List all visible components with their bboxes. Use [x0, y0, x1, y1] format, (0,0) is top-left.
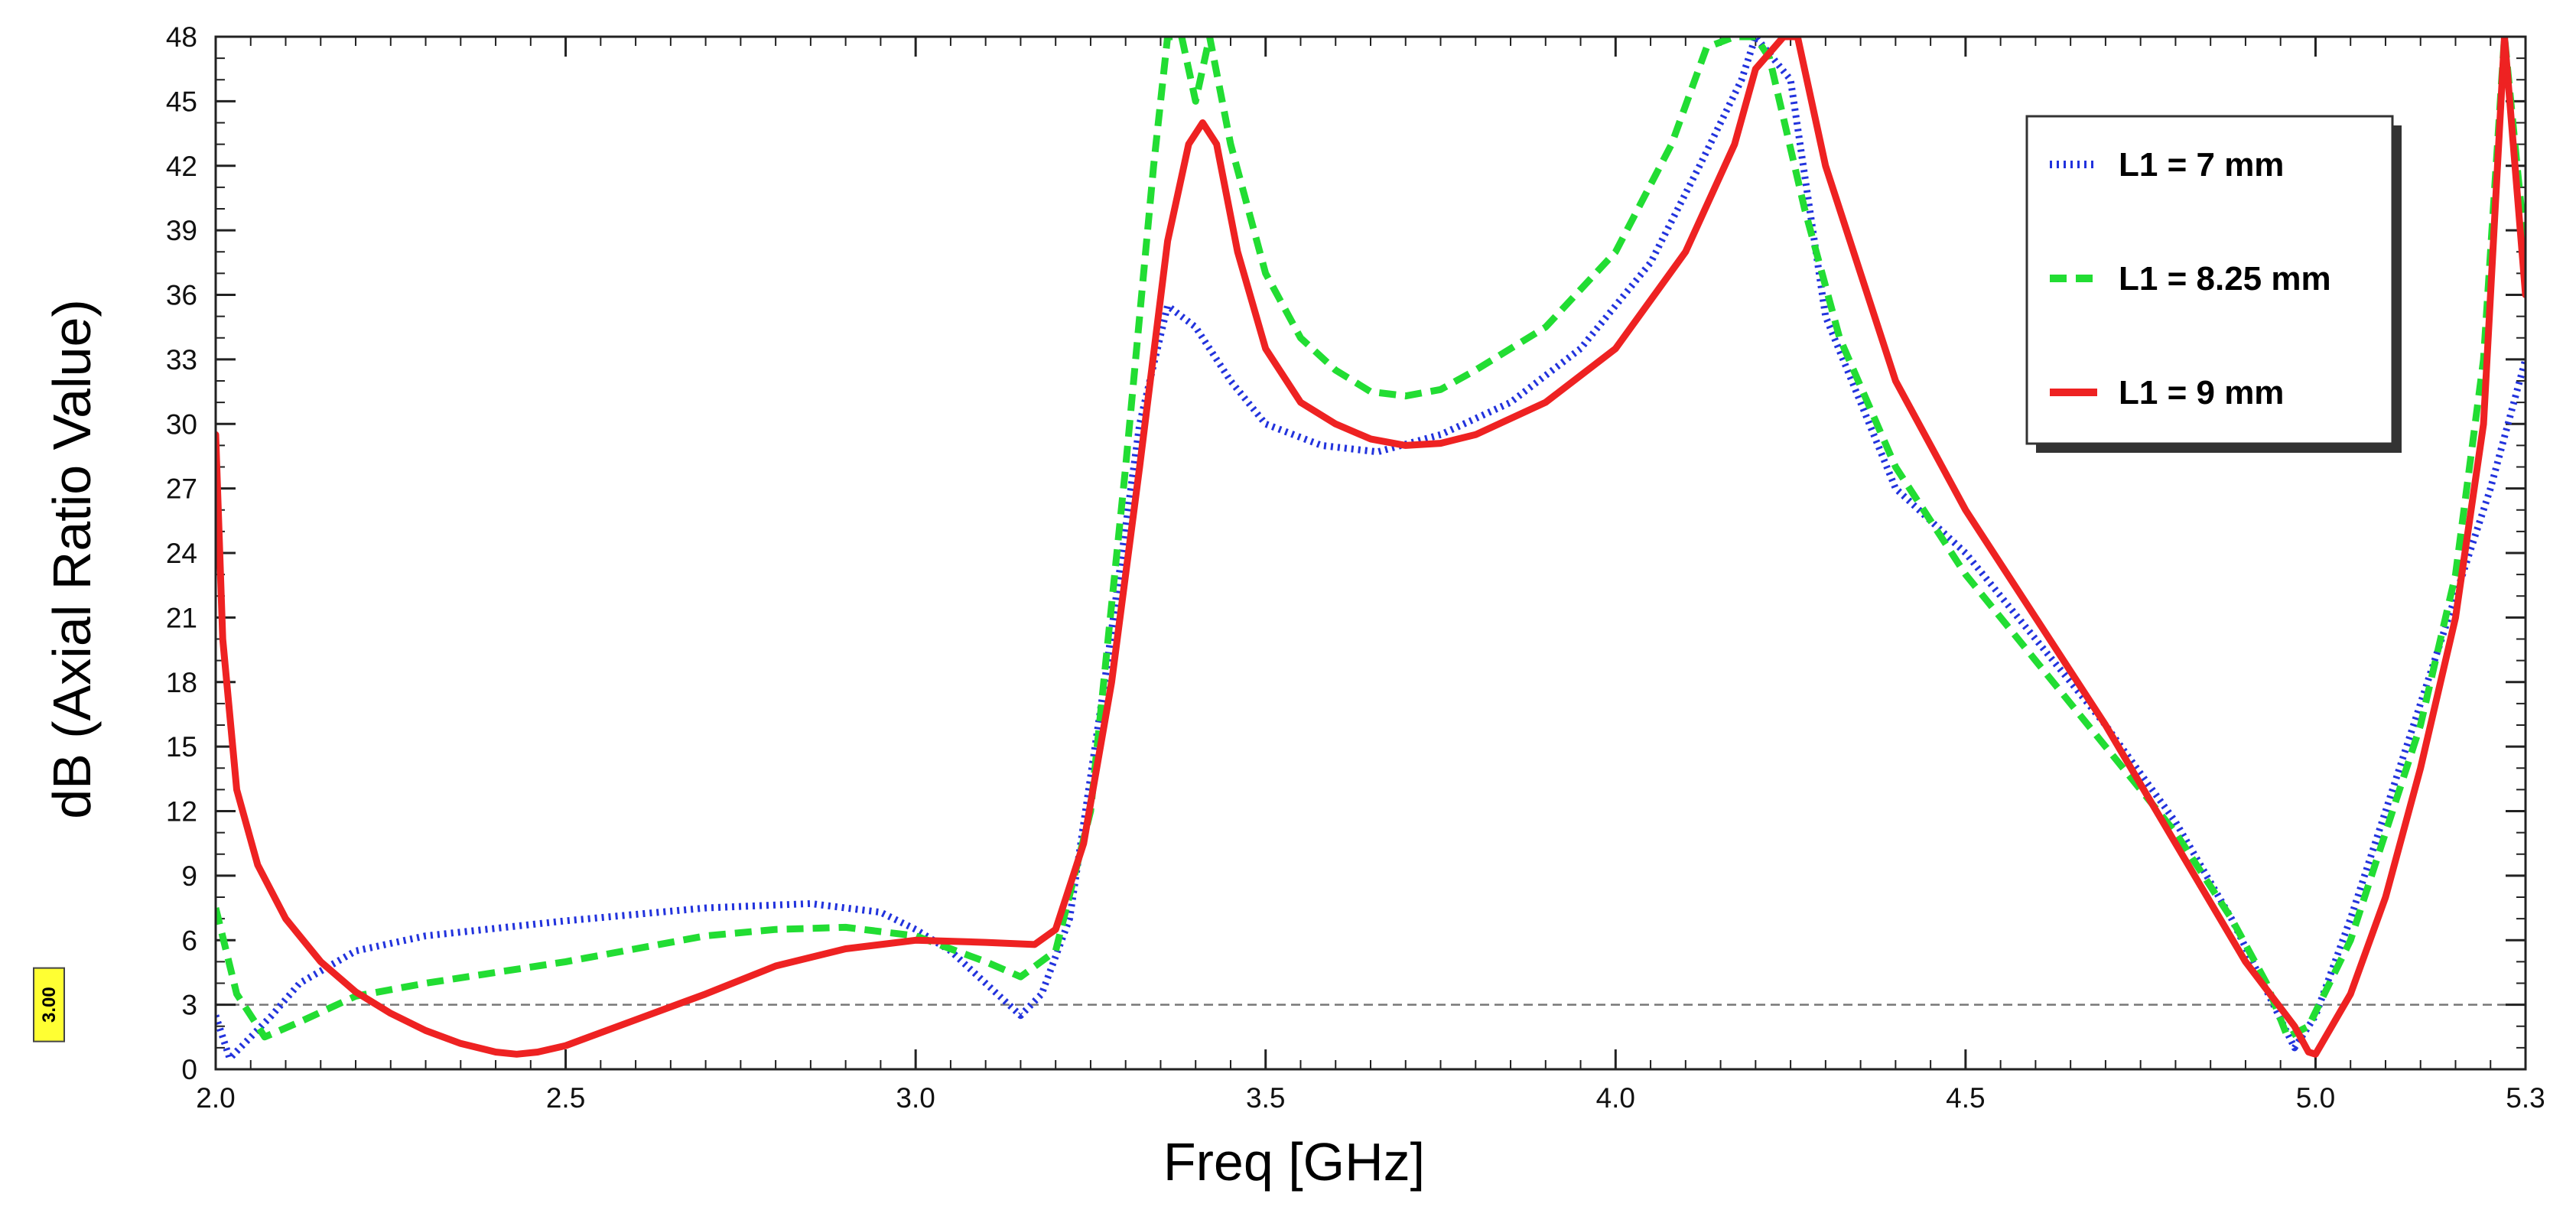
y-tick-label: 21 — [166, 602, 197, 633]
x-tick-label: 2.5 — [546, 1082, 585, 1114]
y-tick-label: 24 — [166, 538, 197, 569]
x-tick-label: 3.0 — [896, 1082, 935, 1114]
legend-label-l1-9mm: L1 = 9 mm — [2119, 374, 2284, 411]
x-axis-title: Freq [GHz] — [1163, 1132, 1425, 1192]
y-tick-label: 18 — [166, 667, 197, 698]
x-tick-label: 3.5 — [1246, 1082, 1285, 1114]
y-tick-label: 15 — [166, 731, 197, 763]
y-tick-label: 33 — [166, 344, 197, 376]
y-tick-label: 39 — [166, 215, 197, 246]
reference-line-marker — [33, 967, 65, 1042]
x-tick-label: 5.3 — [2506, 1082, 2545, 1114]
y-tick-label: 48 — [166, 21, 197, 53]
y-tick-label: 36 — [166, 280, 197, 311]
y-axis-title: dB (Axial Ratio Value) — [42, 299, 102, 819]
series-layer — [216, 37, 2526, 1062]
label-layer: 2.0 2.5 3.0 3.5 4.0 4.5 5.0 5.30369121518212427… — [33, 21, 2545, 1114]
axis-layer — [214, 35, 2527, 1071]
reference-line-marker-label: 3.00 — [39, 987, 60, 1023]
y-tick-label: 12 — [166, 796, 197, 828]
y-tick-label: 45 — [166, 86, 197, 117]
y-tick-label: 27 — [166, 473, 197, 505]
y-tick-label: 42 — [166, 151, 197, 182]
y-tick-label: 6 — [181, 925, 197, 956]
y-tick-label: 30 — [166, 408, 197, 440]
x-tick-label: 4.0 — [1596, 1082, 1635, 1114]
legend-label-l1-7mm: L1 = 7 mm — [2119, 146, 2284, 184]
series-line-l1-9mm — [216, 37, 2526, 1058]
x-tick-label: 4.5 — [1946, 1082, 1985, 1114]
x-tick-label: 5.0 — [2296, 1082, 2335, 1114]
legend: L1 = 7 mm L1 = 8.25 mm L1 = 9 mm — [2025, 115, 2402, 453]
legend-label-l1-8-25mm: L1 = 8.25 mm — [2119, 260, 2331, 298]
y-tick-label: 9 — [181, 860, 197, 892]
plot-frame — [214, 35, 2527, 1071]
y-tick-label: 3 — [181, 990, 197, 1021]
x-tick-label: 2.0 — [196, 1082, 235, 1114]
y-tick-label: 0 — [181, 1054, 197, 1085]
